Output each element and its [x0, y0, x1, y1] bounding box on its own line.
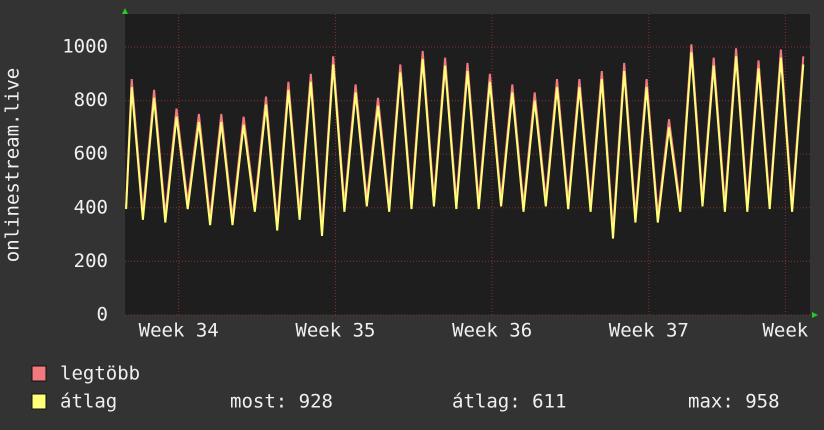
x-tick-label: Week 35 — [295, 320, 375, 342]
series-line — [125, 52, 805, 239]
x-tick-label: Week 37 — [609, 320, 689, 342]
x-tick-label: Week — [762, 320, 808, 342]
y-axis-label: onlinestream.live — [2, 68, 24, 262]
x-tick-label: Week 36 — [452, 320, 532, 342]
y-tick-label: 800 — [74, 89, 108, 111]
y-tick-label: 600 — [74, 143, 108, 165]
legend-stat: max: 958 — [688, 391, 780, 413]
legend-swatch — [31, 365, 47, 382]
y-axis-arrow — [122, 8, 128, 14]
y-tick-label: 200 — [74, 250, 108, 272]
y-tick-label: 1000 — [62, 35, 108, 57]
legend: legtöbb átlag most: 928 átlag: 611 max: 958 — [31, 363, 780, 413]
y-tick-label: 400 — [74, 196, 108, 218]
plot-area — [125, 14, 810, 315]
y-tick-label: 0 — [97, 304, 108, 326]
x-tick-label: Week 34 — [139, 320, 219, 342]
legend-stat: átlag: 611 — [452, 391, 566, 413]
legend-swatch — [31, 393, 47, 410]
legend-stat: most: 928 — [230, 391, 333, 413]
lines — [125, 44, 805, 239]
x-axis-arrow — [812, 312, 818, 318]
legend-label: átlag — [60, 391, 117, 413]
legend-label: legtöbb — [60, 363, 140, 385]
